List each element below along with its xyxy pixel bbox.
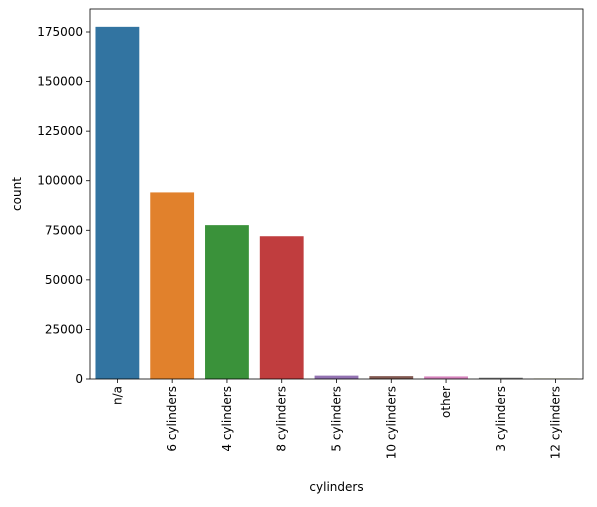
y-tick-label: 75000 [45,223,83,237]
x-tick-label: 4 cylinders [220,386,234,452]
x-tick-label: 6 cylinders [165,386,179,452]
bar-10-cylinders [369,376,413,379]
x-tick-label: 8 cylinders [275,386,289,452]
x-axis-label: cylinders [309,480,363,494]
x-tick-label: 5 cylinders [330,386,344,452]
bar-5-cylinders [315,376,359,379]
bars-layer [95,27,577,379]
x-tick-label: 12 cylinders [549,386,563,459]
bar-8-cylinders [260,236,304,379]
x-tick-label: 10 cylinders [384,386,398,459]
y-tick-label: 0 [75,372,83,386]
x-tick-label: other [439,386,453,418]
y-tick-label: 100000 [37,174,83,188]
x-tick-label: 3 cylinders [494,386,508,452]
bar-6-cylinders [150,192,194,379]
x-tick-label: n/a [110,386,124,405]
bar-n-a [95,27,139,379]
y-tick-label: 150000 [37,75,83,89]
y-tick-label: 50000 [45,273,83,287]
y-tick-label: 125000 [37,124,83,138]
y-tick-label: 175000 [37,25,83,39]
y-axis-label: count [10,177,24,211]
bar-4-cylinders [205,225,249,379]
y-tick-label: 25000 [45,322,83,336]
